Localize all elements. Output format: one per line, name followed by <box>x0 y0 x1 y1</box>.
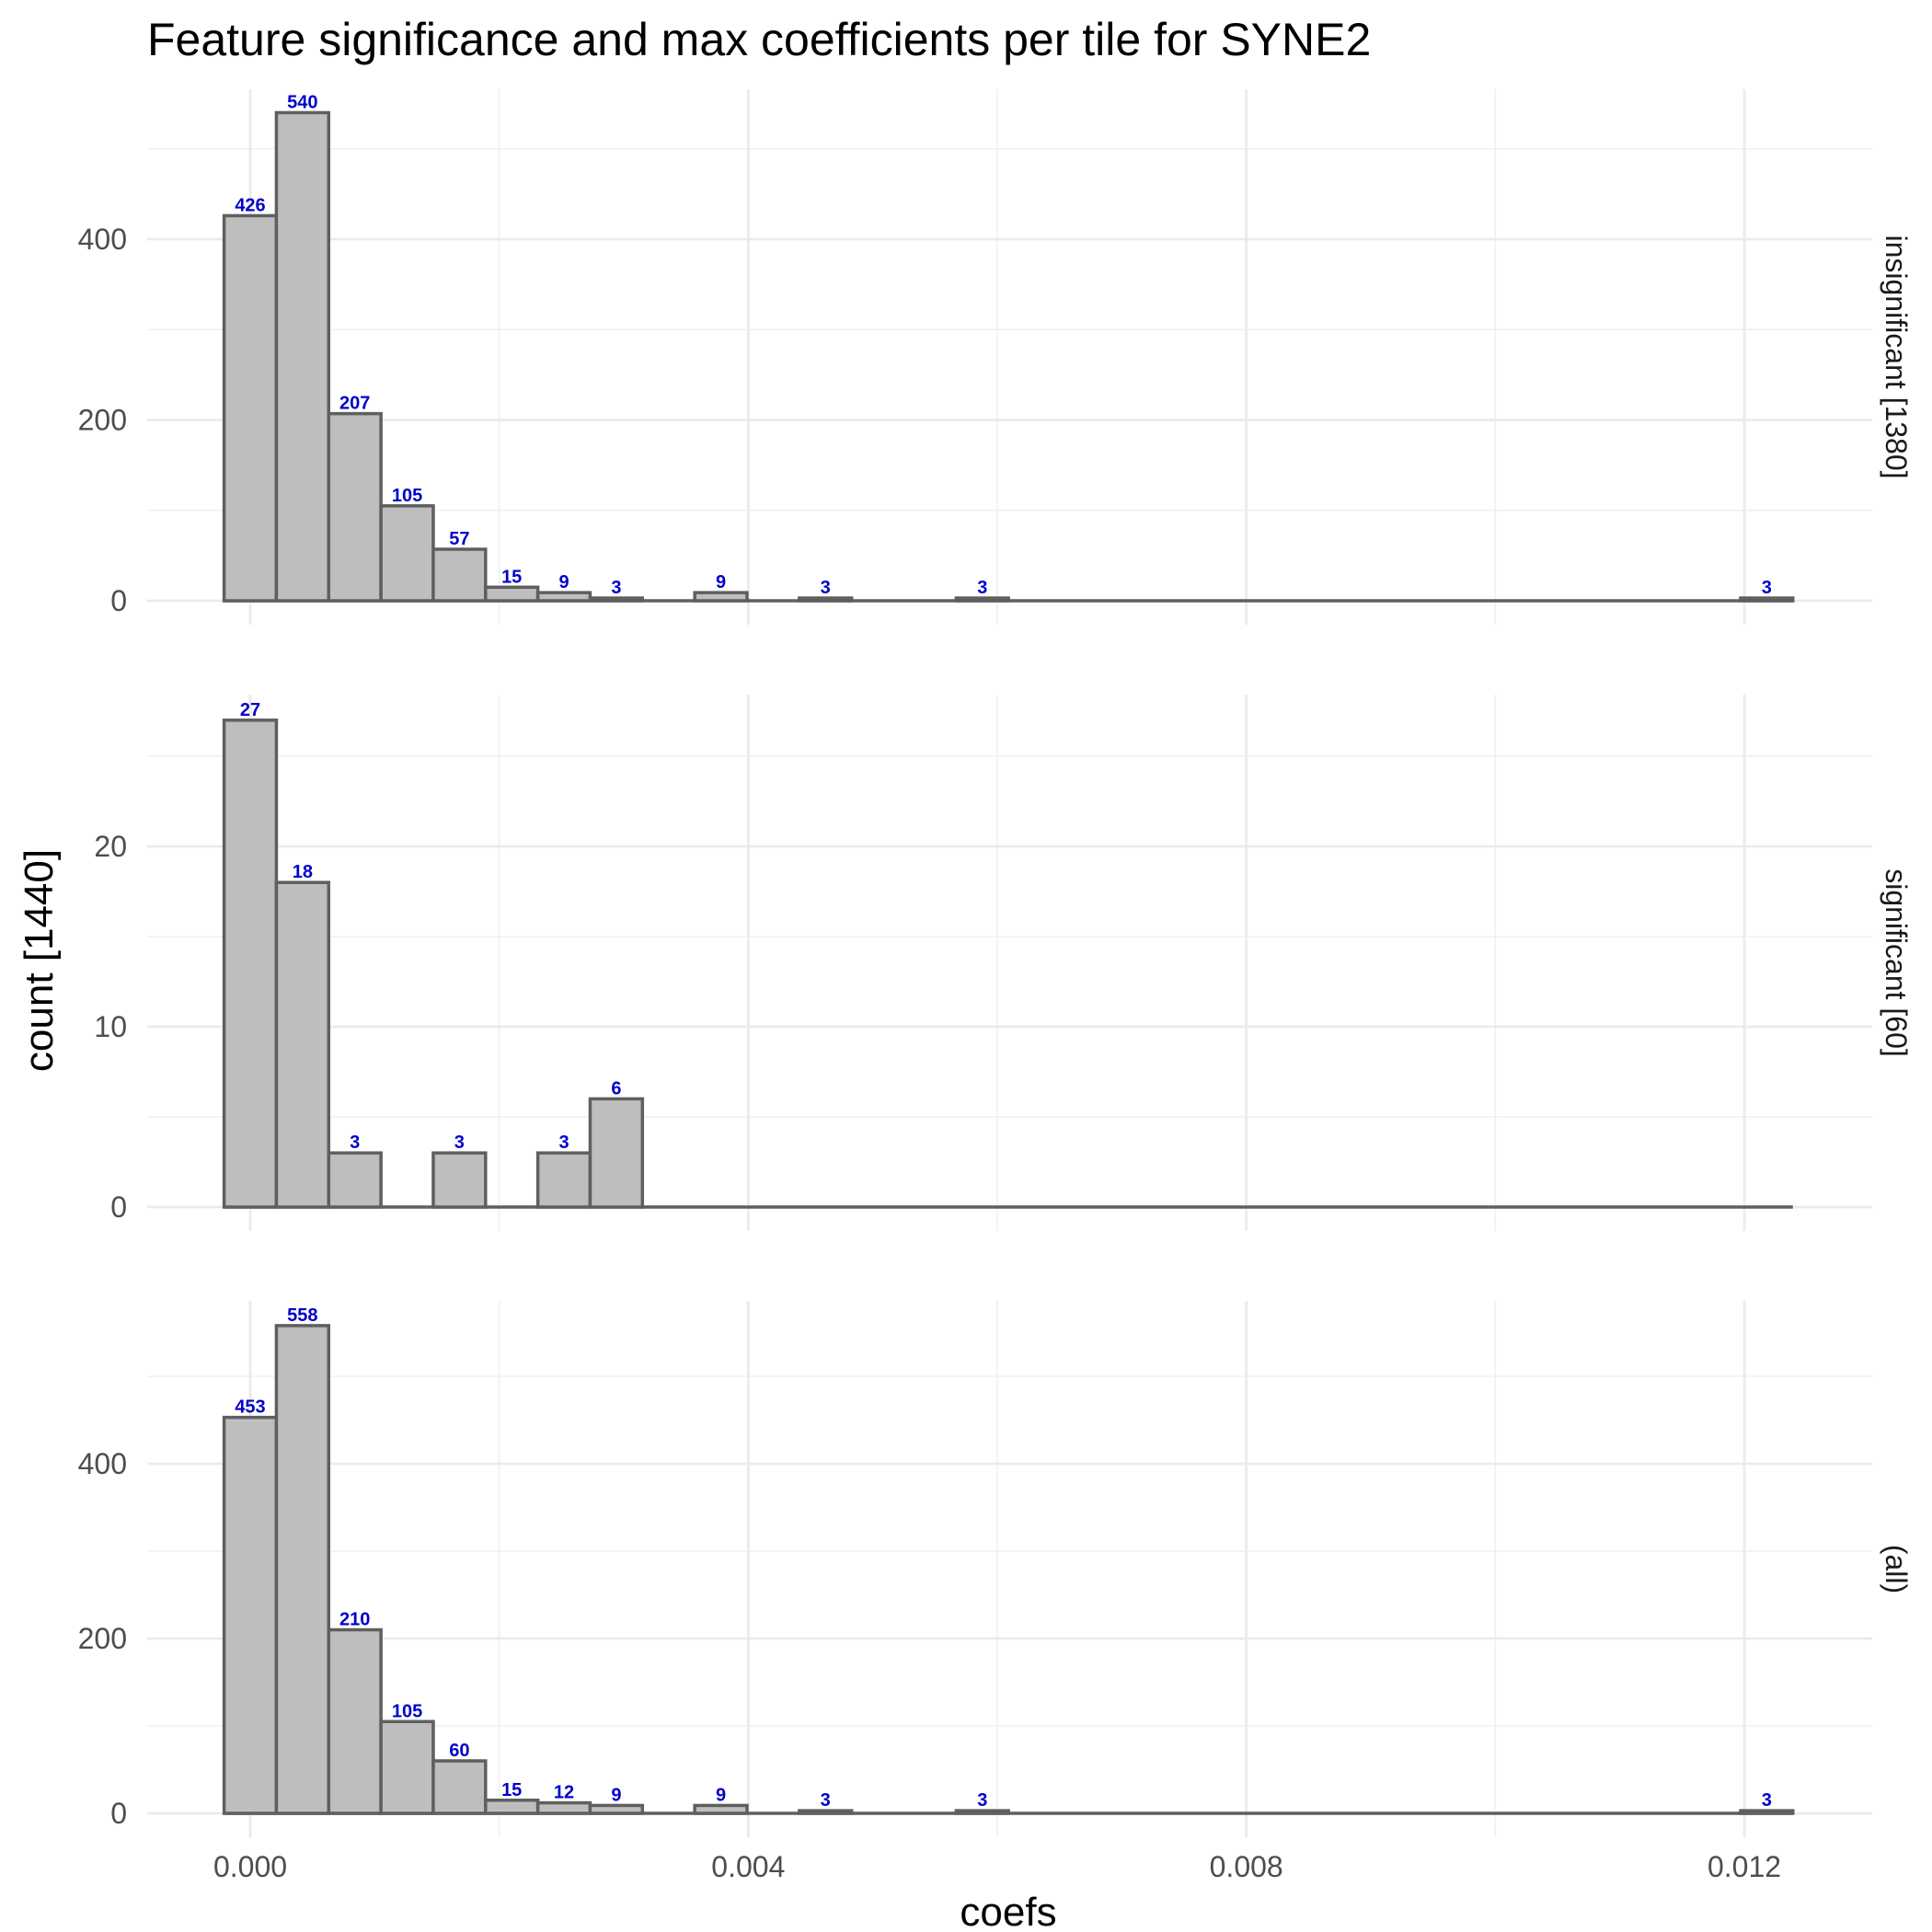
histogram-bar <box>588 1097 645 1209</box>
bar-count-label: 3 <box>821 1790 831 1811</box>
histogram-bar <box>431 1759 488 1815</box>
bar-count-label: 27 <box>240 700 260 720</box>
histogram-bar <box>222 1415 279 1815</box>
histogram-bar <box>535 1151 592 1209</box>
histogram-bar <box>798 1809 854 1815</box>
histogram-bar <box>1739 1809 1795 1815</box>
bar-count-label: 57 <box>449 529 469 549</box>
histogram-bar <box>535 591 592 603</box>
histogram-bar <box>327 1151 383 1209</box>
histogram-bar <box>1739 596 1795 603</box>
bar-count-label: 3 <box>454 1133 465 1153</box>
bar-count-label: 3 <box>558 1133 569 1153</box>
facet-strip-label: insignificant [1380] <box>1880 235 1913 478</box>
histogram-bar <box>222 213 279 603</box>
facet-panel-1: 0 200 400 426 540 207 105 57 15 9 3 9 3 3 3 insignifica… <box>78 89 1913 625</box>
x-tick-label: 0.008 <box>1210 1850 1283 1883</box>
histogram-bar <box>693 1803 749 1815</box>
facet-panel-3: 0 200 400 453 558 210 105 60 15 12 9 9 3 3 3 (all) <box>78 1301 1913 1837</box>
histogram-bar <box>484 1799 540 1815</box>
x-tick-label: 0.004 <box>711 1850 785 1883</box>
bar-count-label: 453 <box>235 1397 265 1418</box>
bar-count-label: 6 <box>611 1078 621 1098</box>
bar-count-label: 9 <box>611 1785 621 1805</box>
histogram-bar <box>274 880 331 1209</box>
bar-count-label: 3 <box>821 578 831 598</box>
bar-count-label: 207 <box>339 394 370 414</box>
histogram-bar <box>431 547 488 603</box>
histogram-bar <box>588 596 645 603</box>
x-tick-label: 0.012 <box>1708 1850 1781 1883</box>
bar-count-label: 9 <box>716 572 726 592</box>
y-tick-label: 400 <box>78 1447 127 1480</box>
histogram-bar <box>588 1803 645 1815</box>
histogram-bar <box>274 110 331 603</box>
bar-count-label: 15 <box>501 1780 522 1800</box>
bar-count-label: 540 <box>287 92 317 112</box>
histogram-bar <box>327 1627 383 1815</box>
bar-count-label: 105 <box>392 486 422 506</box>
bar-count-label: 105 <box>392 1701 422 1721</box>
bar-count-label: 12 <box>554 1783 574 1803</box>
x-tick-label: 0.000 <box>213 1850 287 1883</box>
bar-count-label: 210 <box>339 1610 370 1630</box>
bar-count-label: 3 <box>977 578 987 598</box>
bar-count-label: 3 <box>1762 578 1772 598</box>
bar-count-label: 3 <box>611 578 621 598</box>
histogram-bar <box>535 1800 592 1815</box>
facet-strip-label: significant [60] <box>1880 868 1913 1057</box>
y-axis-title: count [1440] <box>17 849 62 1072</box>
histogram-bar <box>274 1324 331 1815</box>
facet-panel-2: 0 10 20 27 18 3 3 3 6 significant [60] <box>94 695 1913 1231</box>
bar-count-label: 15 <box>501 567 522 587</box>
histogram-bar <box>431 1151 488 1209</box>
y-tick-label: 200 <box>78 404 127 437</box>
bar-count-label: 558 <box>287 1305 317 1326</box>
bar-count-label: 3 <box>350 1133 360 1153</box>
bar-count-label: 3 <box>1762 1790 1772 1811</box>
facet-strip-label: (all) <box>1880 1545 1913 1593</box>
histogram-bar <box>379 1719 435 1815</box>
histogram-bar <box>954 1809 1010 1815</box>
bar-count-label: 3 <box>977 1790 987 1811</box>
bar-count-label: 9 <box>558 572 569 592</box>
bar-count-label: 426 <box>235 195 265 215</box>
histogram-bar <box>222 719 279 1209</box>
y-tick-label: 0 <box>110 584 127 617</box>
histogram-bar <box>798 596 854 603</box>
histogram-bar <box>379 504 435 603</box>
bar-count-label: 60 <box>449 1741 469 1761</box>
y-tick-label: 10 <box>94 1010 127 1043</box>
bar-count-label: 9 <box>716 1785 726 1805</box>
y-tick-label: 400 <box>78 223 127 256</box>
y-tick-label: 0 <box>110 1797 127 1830</box>
histogram-bar <box>484 585 540 603</box>
y-tick-label: 0 <box>110 1190 127 1224</box>
y-tick-label: 200 <box>78 1622 127 1655</box>
chart-title: Feature significance and max coefficient… <box>147 14 1371 65</box>
histogram-bar <box>954 596 1010 603</box>
x-axis-title: coefs <box>960 1890 1056 1932</box>
histogram-bar <box>327 411 383 603</box>
histogram-bar <box>693 591 749 603</box>
bar-count-label: 18 <box>293 862 313 882</box>
y-tick-label: 20 <box>94 830 127 863</box>
